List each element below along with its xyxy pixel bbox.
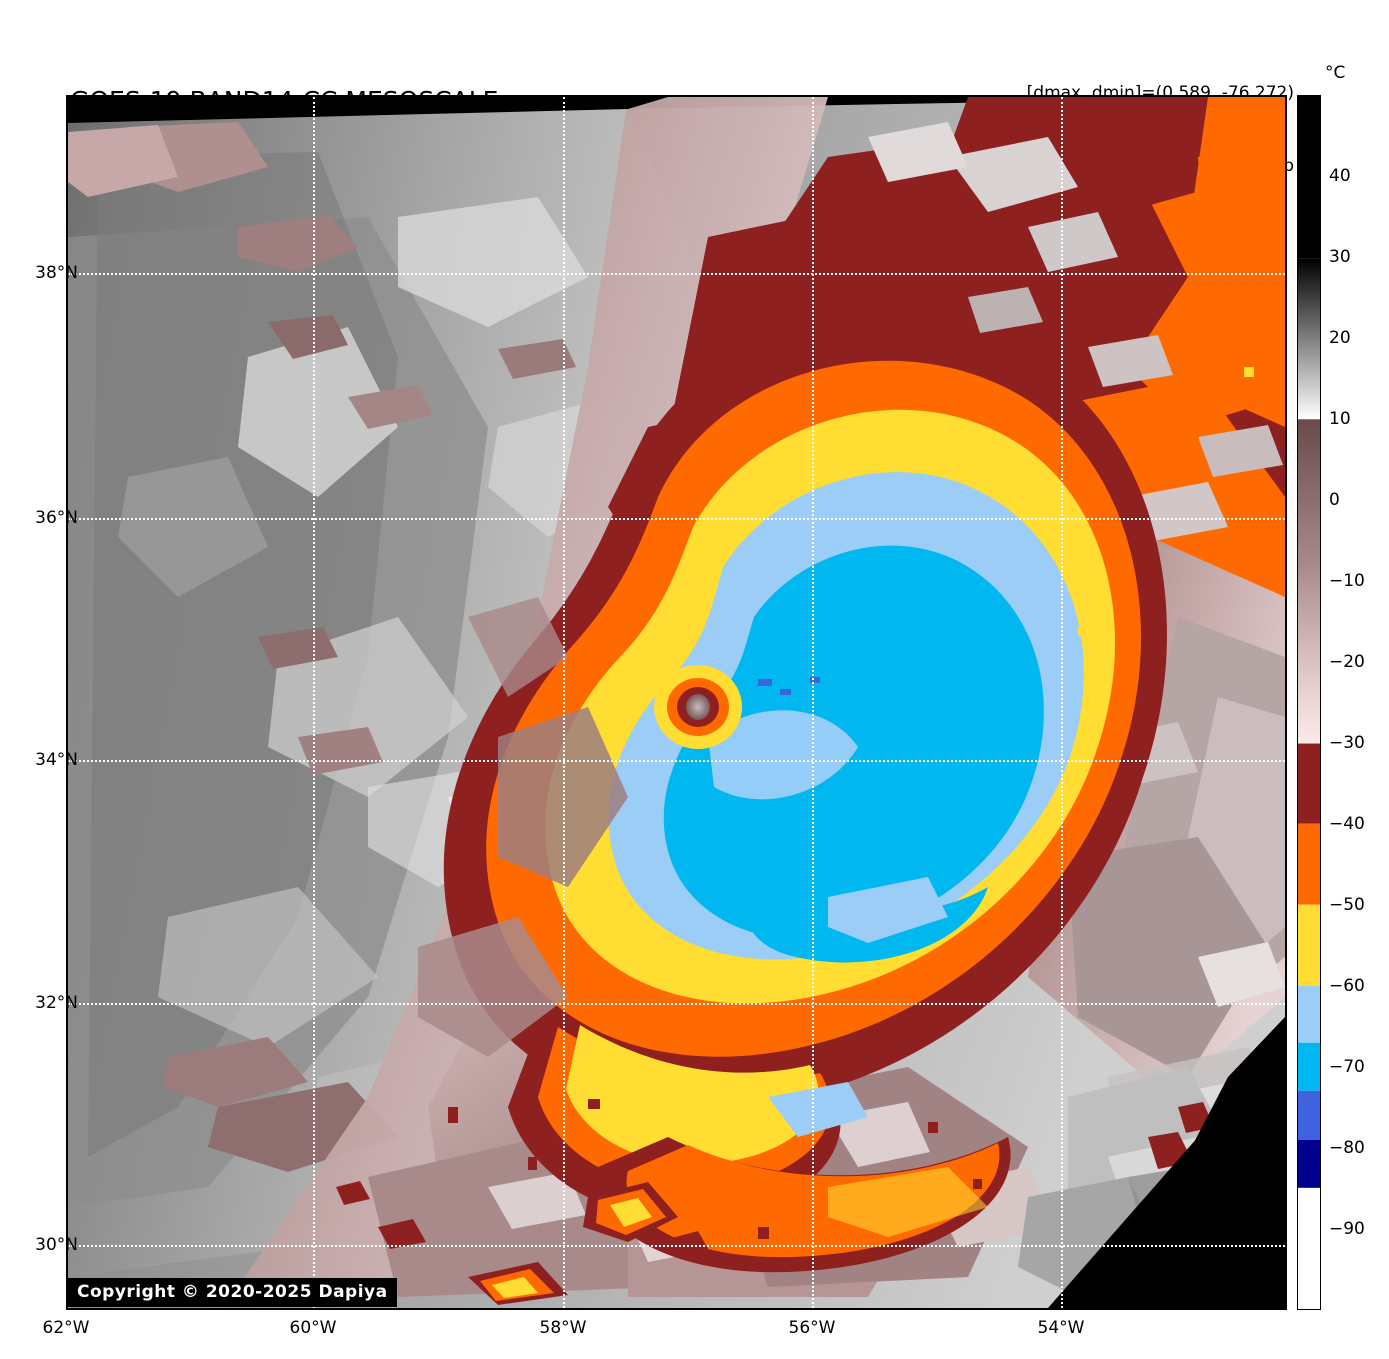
temperature-colorbar[interactable] (1297, 95, 1321, 1310)
lat-tick-36n: 36°N (35, 508, 78, 528)
colorbar-unit-label: °C (1325, 63, 1346, 83)
infrared-satellite-raster (68, 97, 1285, 1308)
cbar-tick-m60: −60 (1329, 976, 1365, 996)
cbar-tick-20: 20 (1329, 328, 1351, 348)
cbar-tick-m70: −70 (1329, 1057, 1365, 1077)
cbar-tick-30: 30 (1329, 247, 1351, 267)
colorbar-gradient (1298, 96, 1320, 1309)
copyright-banner: Copyright © 2020-2025 Dapiya (68, 1278, 397, 1307)
lon-tick-54w: 54°W (1037, 1318, 1085, 1338)
lat-tick-30n: 30°N (35, 1235, 78, 1255)
cbar-tick-10: 10 (1329, 409, 1351, 429)
lat-tick-38n: 38°N (35, 263, 78, 283)
satellite-image-plot[interactable] (66, 95, 1287, 1310)
cbar-tick-m20: −20 (1329, 652, 1365, 672)
storm-eye-center (686, 694, 710, 720)
lon-tick-60w: 60°W (289, 1318, 337, 1338)
lon-tick-62w: 62°W (42, 1318, 90, 1338)
cbar-tick-m50: −50 (1329, 895, 1365, 915)
lon-tick-56w: 56°W (788, 1318, 836, 1338)
cbar-tick-40: 40 (1329, 166, 1351, 186)
cbar-tick-m40: −40 (1329, 814, 1365, 834)
cbar-tick-0: 0 (1329, 490, 1340, 510)
cbar-tick-m80: −80 (1329, 1138, 1365, 1158)
cbar-tick-m30: −30 (1329, 733, 1365, 753)
lon-tick-58w: 58°W (539, 1318, 587, 1338)
lat-tick-34n: 34°N (35, 750, 78, 770)
cbar-tick-m10: −10 (1329, 571, 1365, 591)
cbar-tick-m90: −90 (1329, 1219, 1365, 1239)
lat-tick-32n: 32°N (35, 993, 78, 1013)
